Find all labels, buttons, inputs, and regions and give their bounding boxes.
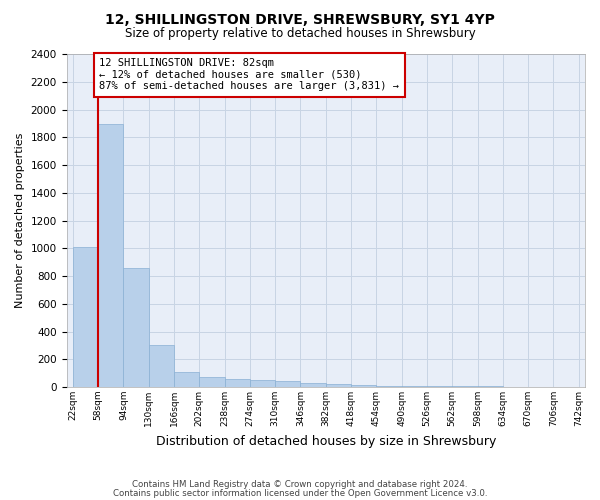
Bar [199,376,224,387]
Bar [98,124,124,387]
Bar [326,384,351,387]
Bar [427,386,452,387]
Bar [73,246,98,387]
Text: 12, SHILLINGSTON DRIVE, SHREWSBURY, SY1 4YP: 12, SHILLINGSTON DRIVE, SHREWSBURY, SY1 … [105,12,495,26]
Bar [351,385,376,387]
Bar [376,386,401,387]
X-axis label: Distribution of detached houses by size in Shrewsbury: Distribution of detached houses by size … [155,434,496,448]
Bar [250,380,275,387]
Bar [149,344,174,387]
Bar [452,386,478,387]
Bar [124,268,149,387]
Text: Contains HM Land Registry data © Crown copyright and database right 2024.: Contains HM Land Registry data © Crown c… [132,480,468,489]
Text: Contains public sector information licensed under the Open Government Licence v3: Contains public sector information licen… [113,488,487,498]
Bar [401,386,427,387]
Bar [224,378,250,387]
Text: Size of property relative to detached houses in Shrewsbury: Size of property relative to detached ho… [125,28,475,40]
Bar [478,386,503,387]
Text: 12 SHILLINGSTON DRIVE: 82sqm
← 12% of detached houses are smaller (530)
87% of s: 12 SHILLINGSTON DRIVE: 82sqm ← 12% of de… [100,58,400,92]
Y-axis label: Number of detached properties: Number of detached properties [15,133,25,308]
Bar [301,383,326,387]
Bar [275,382,301,387]
Bar [174,372,199,387]
